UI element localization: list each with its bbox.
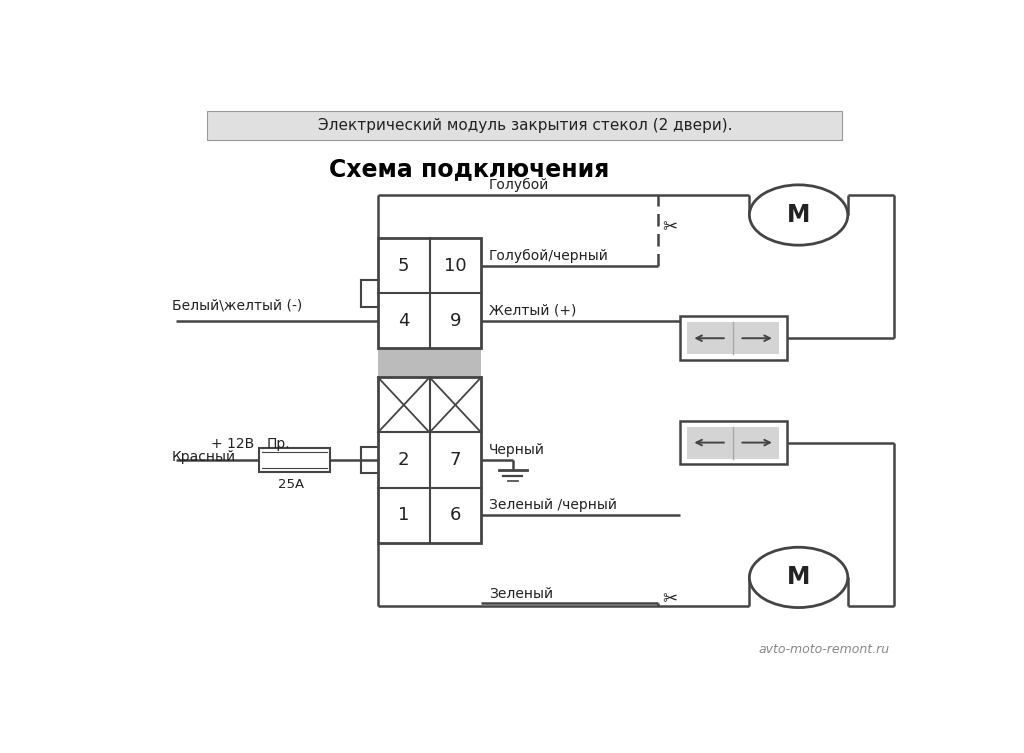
Bar xyxy=(680,421,786,465)
Text: 1: 1 xyxy=(398,506,410,524)
Text: 2: 2 xyxy=(398,451,410,469)
Text: Зеленый: Зеленый xyxy=(489,587,553,601)
Text: + 12В: + 12В xyxy=(211,437,255,451)
Bar xyxy=(680,316,786,360)
Text: Схема подключения: Схема подключения xyxy=(329,157,609,181)
Ellipse shape xyxy=(750,185,848,245)
Bar xyxy=(378,377,481,543)
Bar xyxy=(378,349,481,377)
Text: Белый\желтый (-): Белый\желтый (-) xyxy=(172,298,302,312)
Text: ✂: ✂ xyxy=(663,590,678,608)
Text: Красный: Красный xyxy=(172,450,236,464)
Text: Электрический модуль закрытия стекол (2 двери).: Электрический модуль закрытия стекол (2 … xyxy=(317,117,732,133)
Text: ✂: ✂ xyxy=(663,218,678,236)
Bar xyxy=(259,448,331,471)
Bar xyxy=(687,322,778,354)
Bar xyxy=(378,238,481,349)
Text: M: M xyxy=(786,566,810,590)
Text: Черный: Черный xyxy=(489,443,545,457)
Ellipse shape xyxy=(750,547,848,608)
Text: 7: 7 xyxy=(450,451,461,469)
Bar xyxy=(687,427,778,459)
Text: 9: 9 xyxy=(450,312,461,330)
Text: 10: 10 xyxy=(444,257,467,275)
Text: 25А: 25А xyxy=(278,478,304,491)
Text: 5: 5 xyxy=(398,257,410,275)
Text: Голубой: Голубой xyxy=(489,178,550,192)
Text: Зеленый /черный: Зеленый /черный xyxy=(489,498,617,512)
Text: Пр.: Пр. xyxy=(267,437,291,451)
Text: Голубой/черный: Голубой/черный xyxy=(489,248,609,263)
Text: Желтый (+): Желтый (+) xyxy=(489,304,577,318)
Text: avto-moto-remont.ru: avto-moto-remont.ru xyxy=(759,642,890,656)
Bar xyxy=(207,111,843,139)
Text: 6: 6 xyxy=(450,506,461,524)
Text: 4: 4 xyxy=(398,312,410,330)
Text: M: M xyxy=(786,203,810,227)
